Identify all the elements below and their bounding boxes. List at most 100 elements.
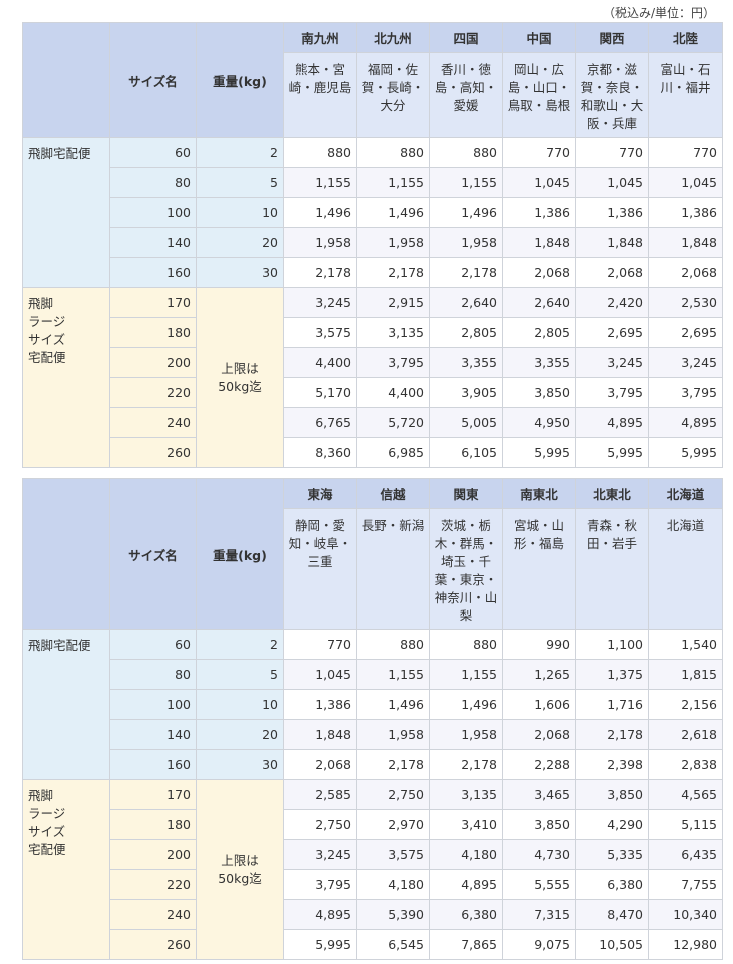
price-cell: 1,848 [283,719,357,750]
size-cell: 100 [109,689,197,720]
header-row-regions: サイズ名 重量(kg) 南九州 北九州 四国 中国 関西 北陸 [22,22,723,138]
table-row: 140 20 1,958 1,958 1,958 1,848 1,848 1,848 [23,227,723,258]
price-cell: 5,995 [283,929,357,960]
price-cell: 7,755 [648,869,723,900]
price-cell: 1,958 [356,227,430,258]
price-cell: 1,496 [429,197,503,228]
price-cell: 6,985 [356,437,430,468]
price-cell: 2,640 [502,287,576,318]
table-row: 160 30 2,178 2,178 2,178 2,068 2,068 2,068 [23,257,723,288]
price-cell: 2,640 [429,287,503,318]
region-prefectures: 岡山・広島・山口・鳥取・島根 [502,52,576,138]
price-cell: 1,045 [502,167,576,198]
price-cell: 2,068 [502,719,576,750]
shipping-rate-table-east: サイズ名 重量(kg) 東海 信越 関東 南東北 北東北 北海道 静岡・愛知・岐阜・三重 長野・新… [22,478,723,960]
price-cell: 3,245 [648,347,723,378]
size-cell: 80 [109,659,197,690]
table-row: 飛脚 ラージ サイズ 宅配便 170 上限は 50kg迄 2,585 2,750 3,13… [22,779,723,960]
region-name: 信越 [356,478,430,509]
size-cell: 260 [109,929,197,960]
price-cell: 4,400 [283,347,357,378]
table-row: 飛脚宅配便 60 2 880 880 880 770 770 770 [22,137,723,288]
price-cell: 2,288 [502,749,576,780]
price-cell: 1,716 [575,689,649,720]
header-size-name: サイズ名 [109,22,197,138]
region-prefectures: 長野・新潟 [356,508,430,630]
price-cell: 2,805 [429,317,503,348]
price-cell: 3,850 [502,377,576,408]
region-prefectures: 宮城・山形・福島 [502,508,576,630]
price-cell: 1,958 [429,719,503,750]
price-cell: 8,360 [283,437,357,468]
header-row-prefectures: 熊本・宮崎・鹿児島 福岡・佐賀・長崎・大分 香川・徳島・高知・愛媛 岡山・広島・山口・… [23,52,723,138]
price-cell: 5,005 [429,407,503,438]
price-cell: 5,995 [575,437,649,468]
price-cell: 1,386 [283,689,357,720]
price-cell: 3,135 [356,317,430,348]
region-name: 関西 [575,22,649,53]
price-cell: 5,390 [356,899,430,930]
price-cell: 2,805 [502,317,576,348]
price-cell: 1,265 [502,659,576,690]
price-cell: 2,618 [648,719,723,750]
table-row: 200 4,400 3,795 3,355 3,355 3,245 3,245 [23,347,723,378]
price-cell: 770 [283,629,357,660]
price-cell: 880 [356,629,430,660]
price-cell: 770 [648,137,723,168]
table-row: 180 3,575 3,135 2,805 2,805 2,695 2,695 [23,317,723,348]
price-cell: 2,178 [356,257,430,288]
weight-limit-cell: 上限は 50kg迄 [196,287,284,468]
price-cell: 6,380 [575,869,649,900]
size-cell: 80 [109,167,197,198]
price-cell: 1,496 [356,197,430,228]
price-cell: 5,335 [575,839,649,870]
size-cell: 60 [109,629,197,660]
size-cell: 200 [109,347,197,378]
service-standard: 飛脚宅配便 [22,137,110,288]
price-cell: 1,496 [429,689,503,720]
header-weight: 重量(kg) [196,478,284,630]
price-cell: 3,795 [575,377,649,408]
price-cell: 3,465 [502,779,576,810]
price-cell: 2,420 [575,287,649,318]
table-row: 260 5,995 6,545 7,865 9,075 10,505 12,980 [23,929,723,960]
price-cell: 5,720 [356,407,430,438]
price-cell: 1,386 [502,197,576,228]
price-cell: 2,915 [356,287,430,318]
price-cell: 880 [429,137,503,168]
price-cell: 2,178 [429,257,503,288]
table-row: 220 5,170 4,400 3,905 3,850 3,795 3,795 [23,377,723,408]
price-cell: 9,075 [502,929,576,960]
weight-cell: 30 [196,257,284,288]
price-cell: 4,950 [502,407,576,438]
region-prefectures: 青森・秋田・岩手 [575,508,649,630]
size-cell: 100 [109,197,197,228]
price-cell: 1,045 [575,167,649,198]
price-cell: 880 [429,629,503,660]
size-cell: 200 [109,839,197,870]
price-cell: 2,750 [283,809,357,840]
price-cell: 6,545 [356,929,430,960]
size-cell: 160 [109,257,197,288]
price-cell: 1,386 [648,197,723,228]
region-name: 北九州 [356,22,430,53]
price-cell: 6,435 [648,839,723,870]
price-cell: 5,555 [502,869,576,900]
price-cell: 3,135 [429,779,503,810]
table-row: 100 10 1,496 1,496 1,496 1,386 1,386 1,386 [23,197,723,228]
header-row-prefectures: 静岡・愛知・岐阜・三重 長野・新潟 茨城・栃木・群馬・埼玉・千葉・東京・神奈川・山梨… [23,508,723,630]
price-cell: 2,695 [648,317,723,348]
weight-cell: 5 [196,659,284,690]
weight-cell: 20 [196,719,284,750]
table-row: 飛脚宅配便 60 2 770 880 880 990 1,100 1,540 [22,629,723,780]
size-cell: 240 [109,899,197,930]
price-cell: 5,995 [502,437,576,468]
region-name: 四国 [429,22,503,53]
weight-cell: 30 [196,749,284,780]
price-cell: 2,068 [575,257,649,288]
price-cell: 7,315 [502,899,576,930]
region-name: 南九州 [283,22,357,53]
weight-cell: 5 [196,167,284,198]
price-cell: 2,156 [648,689,723,720]
shipping-rate-table-west: サイズ名 重量(kg) 南九州 北九州 四国 中国 関西 北陸 熊本・宮崎・鹿児島 福岡・佐賀・長… [22,22,723,468]
